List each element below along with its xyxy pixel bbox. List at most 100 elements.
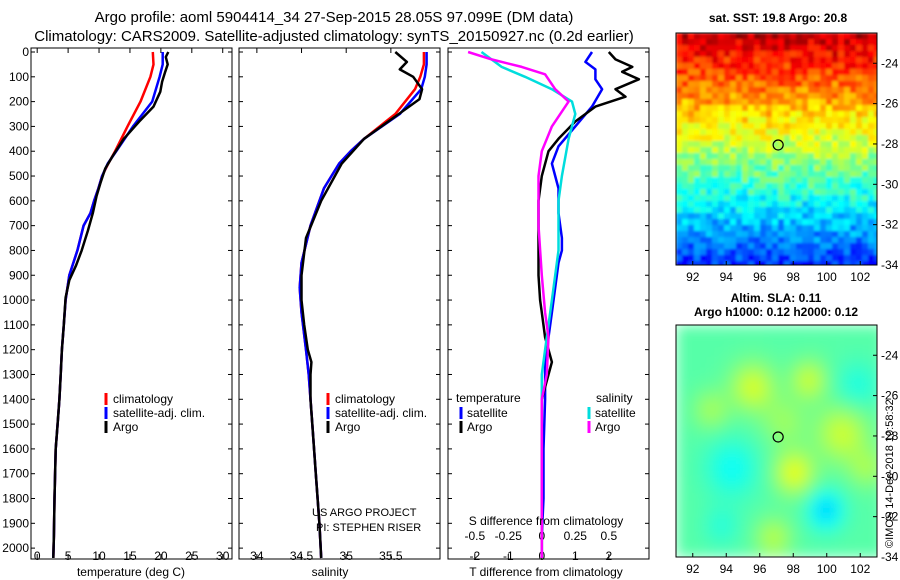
map-cell [742,105,749,112]
map-cell [868,201,875,208]
map-cell [712,183,719,190]
map-cell [852,389,861,398]
map-cell [676,477,685,486]
map-cell [706,147,713,154]
map-cell [808,195,815,202]
map-cell [732,325,741,334]
depth-tick-label: 500 [9,169,29,183]
map-cell [764,469,773,478]
map-cell [730,69,737,76]
map-cell [860,421,869,430]
map-cell [784,99,791,106]
map-cell [868,333,877,342]
map-cell [832,135,839,142]
map-cell [724,87,731,94]
map-cell [754,69,761,76]
map-cell [832,87,839,94]
map-cell [700,501,709,510]
map-cell [860,549,869,557]
map-cell [700,381,709,390]
map-cell [772,501,781,510]
map-cell [868,225,875,232]
map-cell [682,123,689,130]
map-cell [862,63,869,70]
map-x-tick-label: 94 [720,270,734,284]
map-cell [844,525,853,534]
map-cell [838,219,845,226]
map-cell [730,93,737,100]
map-cell [790,135,797,142]
map-cell [718,141,725,148]
map-cell [684,325,693,334]
map-cell [712,81,719,88]
map-cell [760,249,767,256]
map-cell [764,333,773,342]
map-cell [740,509,749,518]
map-cell [856,225,863,232]
map-cell [724,541,733,550]
map-cell [836,525,845,534]
map-cell [850,93,857,100]
x-tick-label: 20 [154,549,168,563]
map-cell [712,207,719,214]
map-cell [780,469,789,478]
salinity-xlabel: salinity [312,565,349,579]
map-cell [856,69,863,76]
map-cell [736,111,743,118]
map-cell [688,183,695,190]
map-cell [874,225,877,232]
map-cell [724,33,731,40]
map-cell [718,93,725,100]
x-tick-label: 34.5 [290,549,314,563]
map-cell [778,261,785,265]
map-cell [790,171,797,178]
map-cell [778,219,785,226]
map-cell [748,75,755,82]
map-cell [832,243,839,250]
map-cell [712,237,719,244]
map-cell [874,147,877,154]
map-cell [852,485,861,494]
map-cell [844,261,851,265]
map-cell [828,461,837,470]
map-cell [860,445,869,454]
map-cell [688,63,695,70]
map-cell [850,87,857,94]
map-cell [814,75,821,82]
map-x-tick-label: 94 [720,562,734,576]
map-cell [736,231,743,238]
map-cell [780,509,789,518]
map-cell [856,255,863,262]
map-cell [814,177,821,184]
map-cell [688,177,695,184]
map-cell [716,357,725,366]
map-cell [742,51,749,58]
map-cell [826,147,833,154]
map-cell [788,517,797,526]
map-cell [756,373,765,382]
map-cell [804,509,813,518]
map-cell [736,183,743,190]
map-cell [694,111,701,118]
map-cell [844,195,851,202]
map-cell [790,165,797,172]
map-cell [860,365,869,374]
map-cell [838,165,845,172]
map-cell [694,129,701,136]
map-cell [874,63,877,70]
map-cell [868,493,877,502]
map-cell [716,509,725,518]
map-cell [684,421,693,430]
map-cell [688,261,695,265]
map-cell [706,69,713,76]
map-cell [712,129,719,136]
map-cell [796,81,803,88]
map-cell [756,437,765,446]
map-cell [760,39,767,46]
map-cell [766,123,773,130]
map-cell [772,485,781,494]
map-cell [850,135,857,142]
map-cell [868,237,875,244]
map-cell [804,349,813,358]
